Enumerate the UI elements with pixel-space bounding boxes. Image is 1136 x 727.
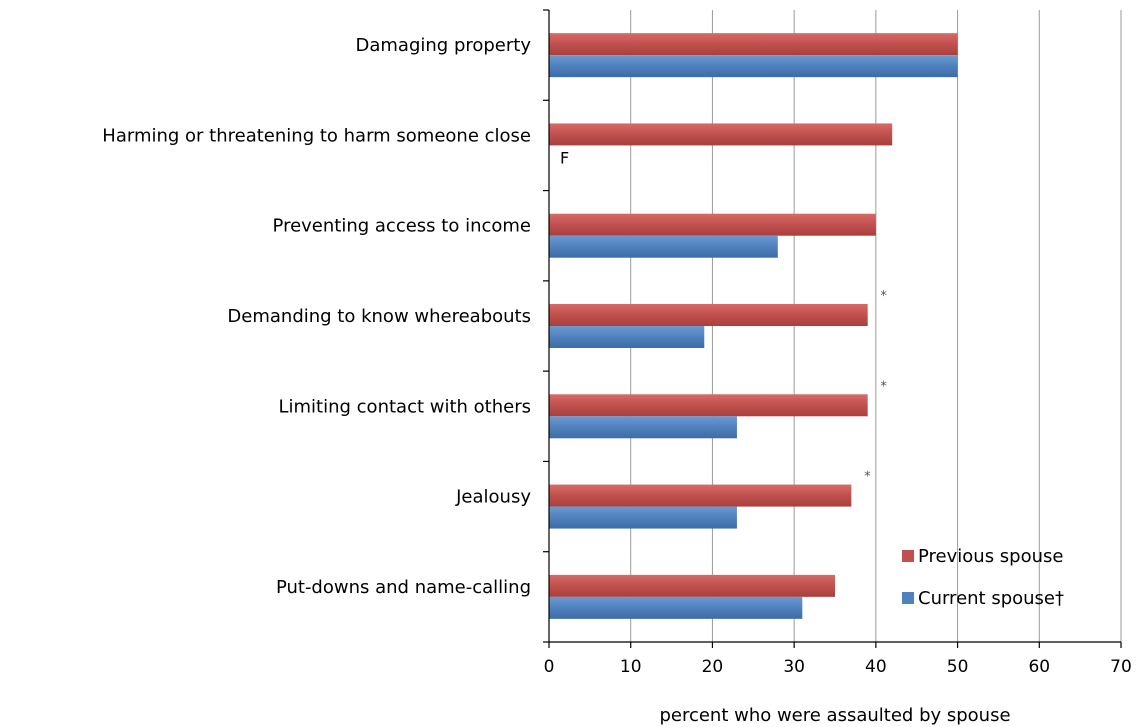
category-label: Put-downs and name-calling: [276, 577, 531, 598]
legend: Previous spouse Current spouse†: [902, 546, 1064, 609]
bar: [549, 326, 705, 348]
x-tick-label: 60: [1028, 657, 1050, 677]
bar: [549, 213, 876, 236]
bars: [549, 33, 958, 619]
significance-marker: *: [864, 470, 871, 485]
too-unreliable-note: F: [560, 148, 569, 167]
bar: [549, 304, 868, 326]
bar: [549, 574, 835, 597]
significance-marker: *: [880, 289, 887, 304]
legend-swatch: [902, 550, 914, 562]
bar: [549, 235, 778, 258]
bar: [549, 596, 803, 619]
tick-labels: 0 10 20 30 40 50 60 70: [544, 657, 1132, 677]
bar: [549, 123, 893, 146]
legend-swatch: [902, 592, 914, 604]
category-label: Jealousy: [455, 487, 531, 508]
x-axis-title: percent who were assaulted by spouse: [659, 705, 1010, 726]
x-tick-label: 20: [702, 657, 724, 677]
x-tick-label: 50: [947, 657, 969, 677]
bar: [549, 55, 958, 78]
category-labels: Damaging property Harming or threatening …: [102, 35, 531, 598]
x-tick-label: 0: [544, 657, 555, 677]
axes: [543, 9, 1122, 648]
legend-label: Current spouse†: [918, 588, 1064, 609]
x-tick-label: 70: [1110, 657, 1132, 677]
x-tick-label: 10: [620, 657, 642, 677]
legend-label: Previous spouse: [918, 546, 1063, 567]
bar: [549, 416, 737, 439]
category-label: Demanding to know whereabouts: [227, 306, 531, 327]
category-label: Harming or threatening to harm someone c…: [102, 125, 531, 146]
category-label: Limiting contact with others: [278, 396, 531, 417]
category-label: Damaging property: [356, 35, 532, 56]
x-tick-label: 30: [783, 657, 805, 677]
x-tick-label: 40: [865, 657, 887, 677]
bar: [549, 484, 852, 507]
bar: [549, 33, 958, 56]
bar: [549, 394, 868, 417]
bar: [549, 506, 737, 529]
category-label: Preventing access to income: [273, 216, 531, 237]
significance-marker: *: [880, 379, 887, 394]
markers: F * * *: [560, 148, 887, 484]
